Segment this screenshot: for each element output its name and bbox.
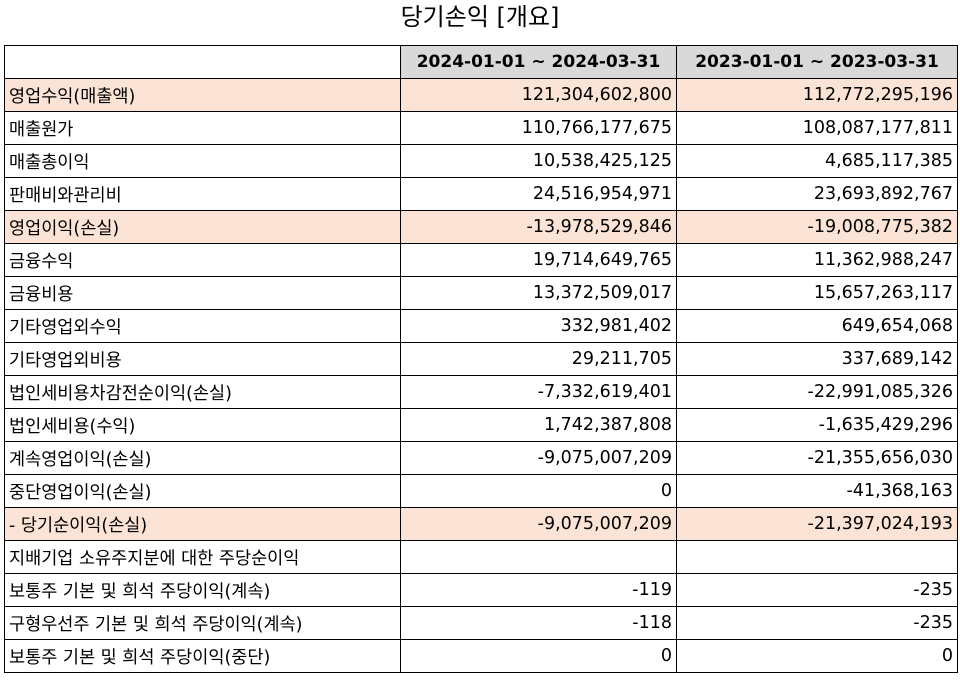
- value-prior: 23,693,892,767: [676, 177, 958, 211]
- row-label: 판매비와관리비: [4, 177, 401, 211]
- row-label: 지배기업 소유주지분에 대한 주당순이익: [4, 540, 401, 574]
- page-title: 당기손익 [개요]: [400, 3, 560, 31]
- value-current: -13,978,529,846: [400, 210, 677, 244]
- value-current: 1,742,387,808: [400, 408, 677, 442]
- value-prior: [676, 540, 958, 574]
- value-prior: -21,397,024,193: [676, 507, 958, 541]
- value-current: 332,981,402: [400, 309, 677, 343]
- value-current: -119: [400, 573, 677, 607]
- value-prior: 4,685,117,385: [676, 144, 958, 178]
- row-label: 기타영업외비용: [4, 342, 401, 376]
- value-prior: -1,635,429,296: [676, 408, 958, 442]
- value-current: 0: [400, 639, 677, 673]
- table-row: 보통주 기본 및 희석 주당이익(중단) 0 0: [4, 639, 958, 673]
- row-label: 기타영업외수익: [4, 309, 401, 343]
- row-label: 중단영업이익(손실): [4, 474, 401, 508]
- value-current: 13,372,509,017: [400, 276, 677, 310]
- value-current: 29,211,705: [400, 342, 677, 376]
- value-current: 0: [400, 474, 677, 508]
- table-row: 영업이익(손실) -13,978,529,846 -19,008,775,382: [4, 210, 958, 244]
- table-row: 금융수익 19,714,649,765 11,362,988,247: [4, 243, 958, 277]
- value-prior: 337,689,142: [676, 342, 958, 376]
- value-current: 24,516,954,971: [400, 177, 677, 211]
- row-label: 법인세비용(수익): [4, 408, 401, 442]
- table-row: 지배기업 소유주지분에 대한 주당순이익: [4, 540, 958, 574]
- row-label: 계속영업이익(손실): [4, 441, 401, 475]
- value-prior: -21,355,656,030: [676, 441, 958, 475]
- table-row: 금융비용 13,372,509,017 15,657,263,117: [4, 276, 958, 310]
- table-row: 영업수익(매출액) 121,304,602,800 112,772,295,196: [4, 78, 958, 112]
- value-current: 19,714,649,765: [400, 243, 677, 277]
- row-label: 매출총이익: [4, 144, 401, 178]
- header-period-current: 2024-01-01 ~ 2024-03-31: [400, 45, 677, 79]
- value-prior: -235: [676, 606, 958, 640]
- table-row: 매출총이익 10,538,425,125 4,685,117,385: [4, 144, 958, 178]
- value-current: -7,332,619,401: [400, 375, 677, 409]
- table-row: - 당기순이익(손실) -9,075,007,209 -21,397,024,193: [4, 507, 958, 541]
- income-statement-table: 2024-01-01 ~ 2024-03-31 2023-01-01 ~ 202…: [4, 45, 958, 673]
- table-row: 구형우선주 기본 및 희석 주당이익(계속) -118 -235: [4, 606, 958, 640]
- row-label: 보통주 기본 및 희석 주당이익(중단): [4, 639, 401, 673]
- value-prior: -22,991,085,326: [676, 375, 958, 409]
- header-period-prior: 2023-01-01 ~ 2023-03-31: [676, 45, 958, 79]
- row-label: - 당기순이익(손실): [4, 507, 401, 541]
- row-label: 금융수익: [4, 243, 401, 277]
- row-label: 매출원가: [4, 111, 401, 145]
- table-row: 법인세비용(수익) 1,742,387,808 -1,635,429,296: [4, 408, 958, 442]
- row-label: 금융비용: [4, 276, 401, 310]
- value-prior: 11,362,988,247: [676, 243, 958, 277]
- value-prior: -235: [676, 573, 958, 607]
- table-row: 기타영업외수익 332,981,402 649,654,068: [4, 309, 958, 343]
- row-label: 구형우선주 기본 및 희석 주당이익(계속): [4, 606, 401, 640]
- value-prior: 15,657,263,117: [676, 276, 958, 310]
- value-prior: 0: [676, 639, 958, 673]
- row-label: 영업이익(손실): [4, 210, 401, 244]
- value-current: 110,766,177,675: [400, 111, 677, 145]
- value-current: 121,304,602,800: [400, 78, 677, 112]
- value-prior: 649,654,068: [676, 309, 958, 343]
- value-current: -9,075,007,209: [400, 441, 677, 475]
- row-label: 영업수익(매출액): [4, 78, 401, 112]
- row-label: 법인세비용차감전순이익(손실): [4, 375, 401, 409]
- row-label: 보통주 기본 및 희석 주당이익(계속): [4, 573, 401, 607]
- value-prior: -41,368,163: [676, 474, 958, 508]
- value-current: 10,538,425,125: [400, 144, 677, 178]
- value-prior: 112,772,295,196: [676, 78, 958, 112]
- table-row: 판매비와관리비 24,516,954,971 23,693,892,767: [4, 177, 958, 211]
- table-row: 법인세비용차감전순이익(손실) -7,332,619,401 -22,991,085…: [4, 375, 958, 409]
- value-prior: -19,008,775,382: [676, 210, 958, 244]
- header-row: 2024-01-01 ~ 2024-03-31 2023-01-01 ~ 202…: [4, 45, 958, 79]
- table-row: 중단영업이익(손실) 0 -41,368,163: [4, 474, 958, 508]
- value-current: -118: [400, 606, 677, 640]
- table-row: 계속영업이익(손실) -9,075,007,209 -21,355,656,030: [4, 441, 958, 475]
- value-current: -9,075,007,209: [400, 507, 677, 541]
- header-label-cell: [4, 45, 401, 79]
- table-row: 보통주 기본 및 희석 주당이익(계속) -119 -235: [4, 573, 958, 607]
- table-row: 매출원가 110,766,177,675 108,087,177,811: [4, 111, 958, 145]
- value-prior: 108,087,177,811: [676, 111, 958, 145]
- table-row: 기타영업외비용 29,211,705 337,689,142: [4, 342, 958, 376]
- value-current: [400, 540, 677, 574]
